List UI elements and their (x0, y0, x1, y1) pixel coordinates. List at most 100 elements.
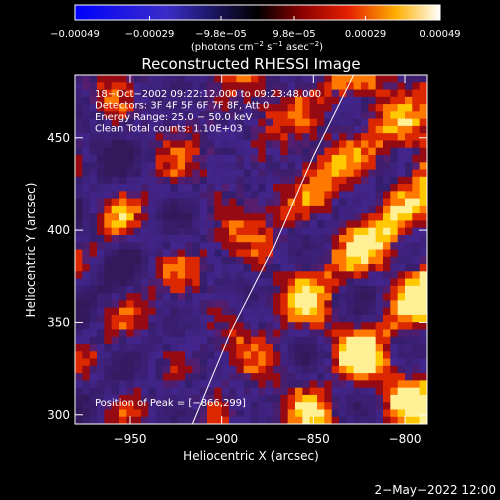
heatmap-cell (273, 205, 281, 214)
colorbar-tick-label: 0.00029 (345, 29, 386, 40)
heatmap-cell (243, 111, 252, 120)
heatmap-cell (309, 96, 318, 105)
heatmap-cell (75, 365, 83, 374)
heatmap-cell (155, 329, 164, 338)
heatmap-cell (163, 118, 171, 127)
heatmap-cell (339, 365, 347, 374)
heatmap-cell (148, 314, 157, 323)
heatmap-cell (207, 234, 215, 243)
heatmap-cell (97, 344, 105, 352)
heatmap-cell (287, 402, 296, 411)
heatmap-cell (148, 111, 157, 120)
heatmap-cell (119, 125, 127, 134)
heatmap-cell (331, 285, 340, 294)
heatmap-cell (75, 198, 83, 207)
heatmap-cell (383, 184, 391, 192)
heatmap-cell (192, 285, 201, 294)
heatmap-cell (280, 264, 289, 272)
heatmap-cell (170, 147, 179, 156)
heatmap-cell (317, 329, 325, 338)
heatmap-cell (133, 300, 142, 309)
heatmap-cell (148, 358, 157, 367)
heatmap-cell (361, 365, 369, 374)
heatmap-cell (405, 329, 413, 338)
heatmap-cell (75, 264, 83, 272)
heatmap-cell (390, 205, 399, 214)
heatmap-cell (104, 394, 113, 403)
heatmap-cell (375, 329, 384, 338)
heatmap-cell (346, 300, 355, 309)
heatmap-cell (229, 387, 237, 396)
heatmap-cell (346, 285, 355, 294)
heatmap-cell (390, 409, 399, 418)
heatmap-cell (207, 358, 215, 367)
heatmap-cell (361, 242, 369, 251)
heatmap-cell (97, 96, 105, 105)
heatmap-cell (185, 271, 193, 280)
heatmap-cell (295, 358, 303, 367)
heatmap-cell (302, 329, 311, 338)
heatmap-cell (126, 307, 135, 316)
heatmap-cell (361, 394, 369, 403)
heatmap-cell (287, 125, 296, 134)
heatmap-cell (119, 147, 127, 156)
heatmap-cell (251, 322, 259, 331)
heatmap-cell (82, 271, 91, 280)
heatmap-cell (295, 96, 303, 105)
heatmap-cell (280, 96, 289, 105)
heatmap-cell (390, 89, 399, 98)
heatmap-cell (390, 191, 399, 200)
heatmap-cell (265, 227, 274, 236)
heatmap-cell (104, 409, 113, 418)
heatmap-cell (258, 285, 267, 294)
heatmap-cell (199, 154, 208, 163)
heatmap-cell (148, 402, 157, 411)
heatmap-cell (229, 416, 237, 424)
heatmap-cell (295, 75, 303, 83)
heatmap-cell (265, 264, 274, 272)
heatmap-cell (251, 89, 259, 98)
heatmap-cell (405, 184, 413, 192)
heatmap-cell (361, 111, 369, 120)
heatmap-cell (273, 242, 281, 251)
heatmap-cell (214, 96, 223, 105)
heatmap-cell (82, 365, 91, 374)
heatmap-cell (207, 176, 215, 185)
heatmap-cell (339, 140, 347, 149)
heatmap-cell (287, 111, 296, 120)
heatmap-cell (258, 198, 267, 207)
heatmap-cell (82, 205, 91, 214)
heatmap-cell (397, 169, 406, 178)
heatmap-cell (185, 205, 193, 214)
heatmap-cell (185, 278, 193, 287)
heatmap-cell (111, 227, 120, 236)
heatmap-cell (75, 220, 83, 229)
heatmap-cell (353, 409, 362, 418)
heatmap-cell (185, 75, 193, 83)
heatmap-cell (221, 322, 230, 331)
heatmap-cell (155, 336, 164, 345)
heatmap-cell (273, 293, 281, 301)
heatmap-cell (317, 104, 325, 112)
heatmap-cell (317, 249, 325, 258)
heatmap-cell (251, 394, 259, 403)
heatmap-cell (97, 104, 105, 112)
heatmap-cell (346, 380, 355, 389)
heatmap-cell (111, 75, 120, 83)
heatmap-cell (295, 220, 303, 229)
heatmap-cell (412, 278, 421, 287)
heatmap-cell (280, 322, 289, 331)
heatmap-cell (236, 322, 245, 331)
heatmap-cell (148, 198, 157, 207)
heatmap-cell (331, 365, 340, 374)
heatmap-cell (419, 198, 427, 207)
heatmap-cell (221, 162, 230, 171)
heatmap-cell (390, 416, 399, 424)
heatmap-cell (287, 322, 296, 331)
heatmap-cell (126, 314, 135, 323)
heatmap-cell (375, 147, 384, 156)
heatmap-cell (141, 205, 149, 214)
heatmap-cell (89, 365, 98, 374)
heatmap-cell (368, 213, 377, 222)
